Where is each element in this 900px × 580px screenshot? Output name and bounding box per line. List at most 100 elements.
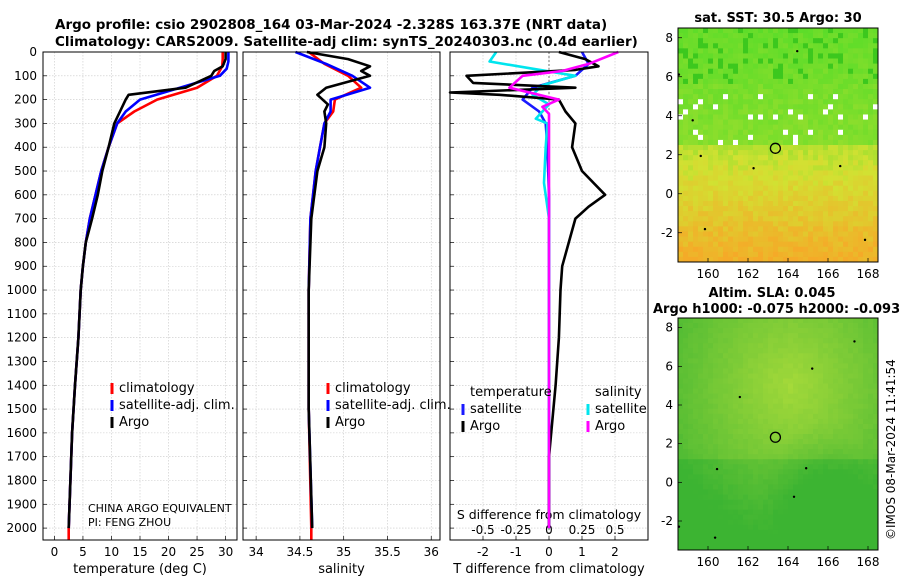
- sst-map-cell: [753, 43, 759, 49]
- sst-map-cell: [733, 33, 739, 39]
- sst-map-cell: [828, 246, 834, 253]
- sst-map-cell: [873, 145, 879, 151]
- sla-map-cell: [788, 479, 794, 485]
- sst-map-cell: [738, 236, 744, 243]
- sla-map-cell: [773, 544, 779, 551]
- sst-map-cell: [728, 221, 734, 227]
- sla-map-cell: [848, 418, 854, 425]
- sst-map-cell: [873, 73, 879, 80]
- sst-map-cell: [858, 43, 864, 49]
- sst-map-cell: [743, 155, 749, 161]
- sla-map-cell: [758, 348, 764, 354]
- sla-map-cell: [778, 499, 784, 506]
- sst-map-cell: [713, 155, 719, 161]
- sla-map-cell: [858, 408, 864, 415]
- sst-map-cell: [843, 216, 849, 222]
- sla-map-cell: [718, 358, 724, 364]
- sst-map-cell: [758, 134, 764, 141]
- sla-map-cell: [718, 474, 724, 480]
- sst-map-cell: [738, 83, 744, 90]
- sst-map-cell: [688, 109, 694, 115]
- sla-map-cell: [803, 398, 809, 405]
- sla-map-cell: [783, 539, 789, 546]
- sst-map-cell: [698, 216, 704, 222]
- sst-map-cell: [858, 175, 864, 182]
- sla-map-cell: [813, 408, 819, 415]
- sla-map-cell: [683, 383, 689, 390]
- sst-map-cell: [803, 33, 809, 39]
- sla-map-cell: [778, 333, 784, 339]
- sst-map-cell: [853, 38, 859, 44]
- sst-map-cell: [873, 190, 879, 197]
- sst-map-cell: [723, 195, 729, 202]
- sst-map-cell: [768, 185, 774, 192]
- sla-map-cell: [848, 383, 854, 390]
- sst-map-cell: [873, 221, 879, 227]
- sla-map-cell: [833, 393, 839, 400]
- sla-map-cell: [778, 509, 784, 516]
- sst-map-cell: [708, 78, 714, 85]
- sst-map-cell: [838, 139, 844, 146]
- sla-map-cell: [703, 418, 709, 425]
- sla-map-cell: [688, 353, 694, 359]
- sla-map-cell: [868, 383, 874, 390]
- sla-map-cell: [748, 408, 754, 415]
- sst-map-cell: [738, 170, 744, 176]
- sst-map-cell: [708, 89, 714, 95]
- sla-map-cell: [713, 328, 719, 334]
- sla-map-cell: [863, 378, 869, 384]
- sst-map-cell: [838, 145, 844, 151]
- sla-map-cell: [853, 464, 859, 470]
- sst-map-cell: [863, 185, 869, 192]
- sst-map-cell: [843, 119, 849, 126]
- sst-map-cell: [868, 33, 874, 39]
- sla-map-cell: [728, 434, 734, 440]
- sst-map-cell: [868, 246, 874, 253]
- sla-map-cell: [678, 509, 684, 516]
- sla-map-cell: [763, 328, 769, 334]
- sst-map-cell: [763, 231, 769, 237]
- sla-map-cell: [758, 459, 764, 465]
- sst-map-cell: [808, 190, 814, 197]
- sst-map-cell: [873, 89, 879, 95]
- sla-map-cell: [698, 423, 704, 430]
- sla-map-cell: [683, 418, 689, 425]
- sst-map-cell: [748, 226, 754, 232]
- sst-map-cell: [823, 231, 829, 237]
- sla-map-cell: [763, 474, 769, 480]
- sla-map-cell: [828, 383, 834, 390]
- sla-map-cell: [688, 529, 694, 536]
- sst-map-cell: [848, 38, 854, 44]
- sst-map-cell: [848, 139, 854, 146]
- sla-map-cell: [743, 398, 749, 405]
- sal-x-tick-label: 36: [424, 545, 439, 559]
- sst-map-cell: [798, 63, 804, 70]
- sst-map-cell: [718, 48, 724, 54]
- sla-map-cell: [783, 474, 789, 480]
- sst-map-cell: [758, 28, 764, 34]
- sla-map-cell: [683, 388, 689, 395]
- sla-map-cell: [828, 373, 834, 379]
- sla-map-cell: [863, 464, 869, 470]
- sla-map-cell: [788, 343, 794, 349]
- sst-map-cell: [743, 165, 749, 171]
- sst-map-cell: [818, 195, 824, 202]
- sst-map-cell: [693, 119, 699, 126]
- sst-map-cell: [773, 246, 779, 253]
- sst-map-cell: [698, 78, 704, 85]
- sla-map-cell: [683, 434, 689, 440]
- sst-map-cell: [858, 145, 864, 151]
- sla-map-cell: [763, 459, 769, 465]
- sst-map-cell: [848, 119, 854, 126]
- sst-map-cell: [753, 256, 759, 263]
- sla-map-cell: [848, 534, 854, 541]
- sla-map-cell: [843, 499, 849, 506]
- sla-map-cell: [768, 353, 774, 359]
- sla-map-cell: [723, 454, 729, 460]
- sst-map-cell: [818, 145, 824, 151]
- sst-map-cell: [693, 170, 699, 176]
- sst-map-cell: [833, 231, 839, 237]
- sla-map-cell: [738, 454, 744, 460]
- sst-map-cell: [678, 114, 684, 120]
- sst-map-dot: [863, 238, 867, 242]
